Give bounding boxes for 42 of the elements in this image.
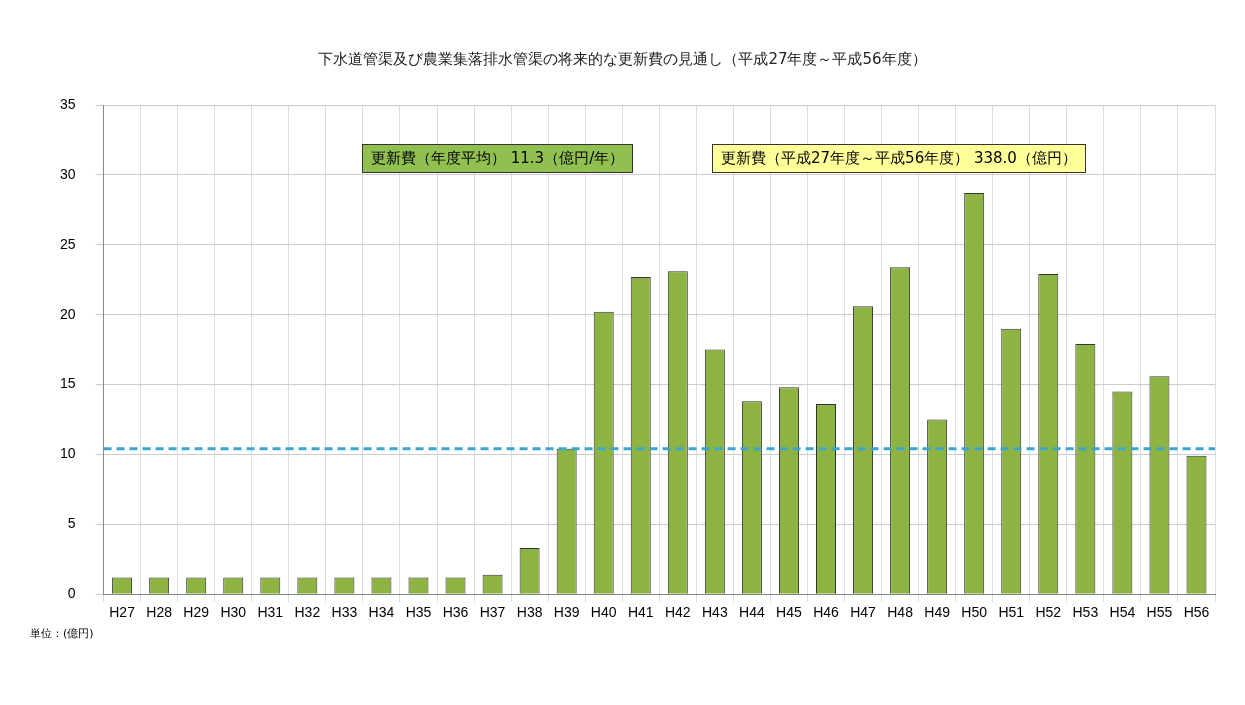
x-tick-label: H36: [442, 604, 469, 621]
x-tick-label: H43: [702, 604, 728, 621]
y-tick-label: 5: [67, 515, 76, 532]
y-tick-label: 30: [59, 165, 76, 182]
x-tick-label: H40: [590, 604, 617, 621]
x-tick-label: H47: [850, 604, 877, 621]
y-tick-label: 10: [59, 445, 76, 462]
x-tick-label: H48: [887, 604, 914, 621]
x-tick-label: H37: [479, 604, 506, 621]
x-tick-label: H31: [257, 604, 284, 621]
x-tick-label: H27: [109, 604, 136, 621]
y-tick-label: 25: [59, 235, 76, 252]
x-tick-label: H50: [961, 604, 988, 621]
text: 単位：(億円): [30, 626, 94, 641]
y-tick-label: 35: [59, 95, 76, 112]
x-tick-label: H33: [331, 604, 358, 621]
x-tick-label: H53: [1072, 604, 1099, 621]
x-tick-label: H30: [220, 604, 247, 621]
x-tick-label: H32: [294, 604, 321, 621]
x-tick-label: H56: [1183, 604, 1210, 621]
x-tick-label: H35: [405, 604, 432, 621]
x-tick-label: H52: [1035, 604, 1062, 621]
annotation: 更新費（年度平均） 11.3（億円/年）: [362, 144, 634, 173]
x-tick-label: H46: [813, 604, 840, 621]
x-tick-label: H54: [1109, 604, 1136, 621]
x-tick-label: H45: [776, 604, 803, 621]
y-tick-label: 20: [59, 305, 76, 322]
x-tick-label: H42: [664, 604, 691, 621]
x-tick-label: H41: [627, 604, 654, 621]
x-tick-label: H44: [739, 604, 765, 621]
x-tick-label: H49: [924, 604, 951, 621]
y-tick-label: 0: [67, 585, 76, 602]
x-tick-label: H28: [146, 604, 173, 621]
x-tick-label: H39: [553, 604, 580, 621]
y-tick-label: 15: [59, 375, 76, 392]
x-tick-label: H29: [183, 604, 210, 621]
x-tick-label: H51: [998, 604, 1025, 621]
x-tick-label: H38: [516, 604, 543, 621]
x-tick-label: H55: [1146, 604, 1173, 621]
annotation: 更新費（平成27年度～平成56年度） 338.0（億円）: [712, 144, 1086, 173]
x-tick-label: H34: [368, 604, 395, 621]
chart-title: 下水道管渠及び農業集落排水管渠の将来的な更新費の見通し（平成27年度～平成56年度）: [317, 50, 928, 69]
